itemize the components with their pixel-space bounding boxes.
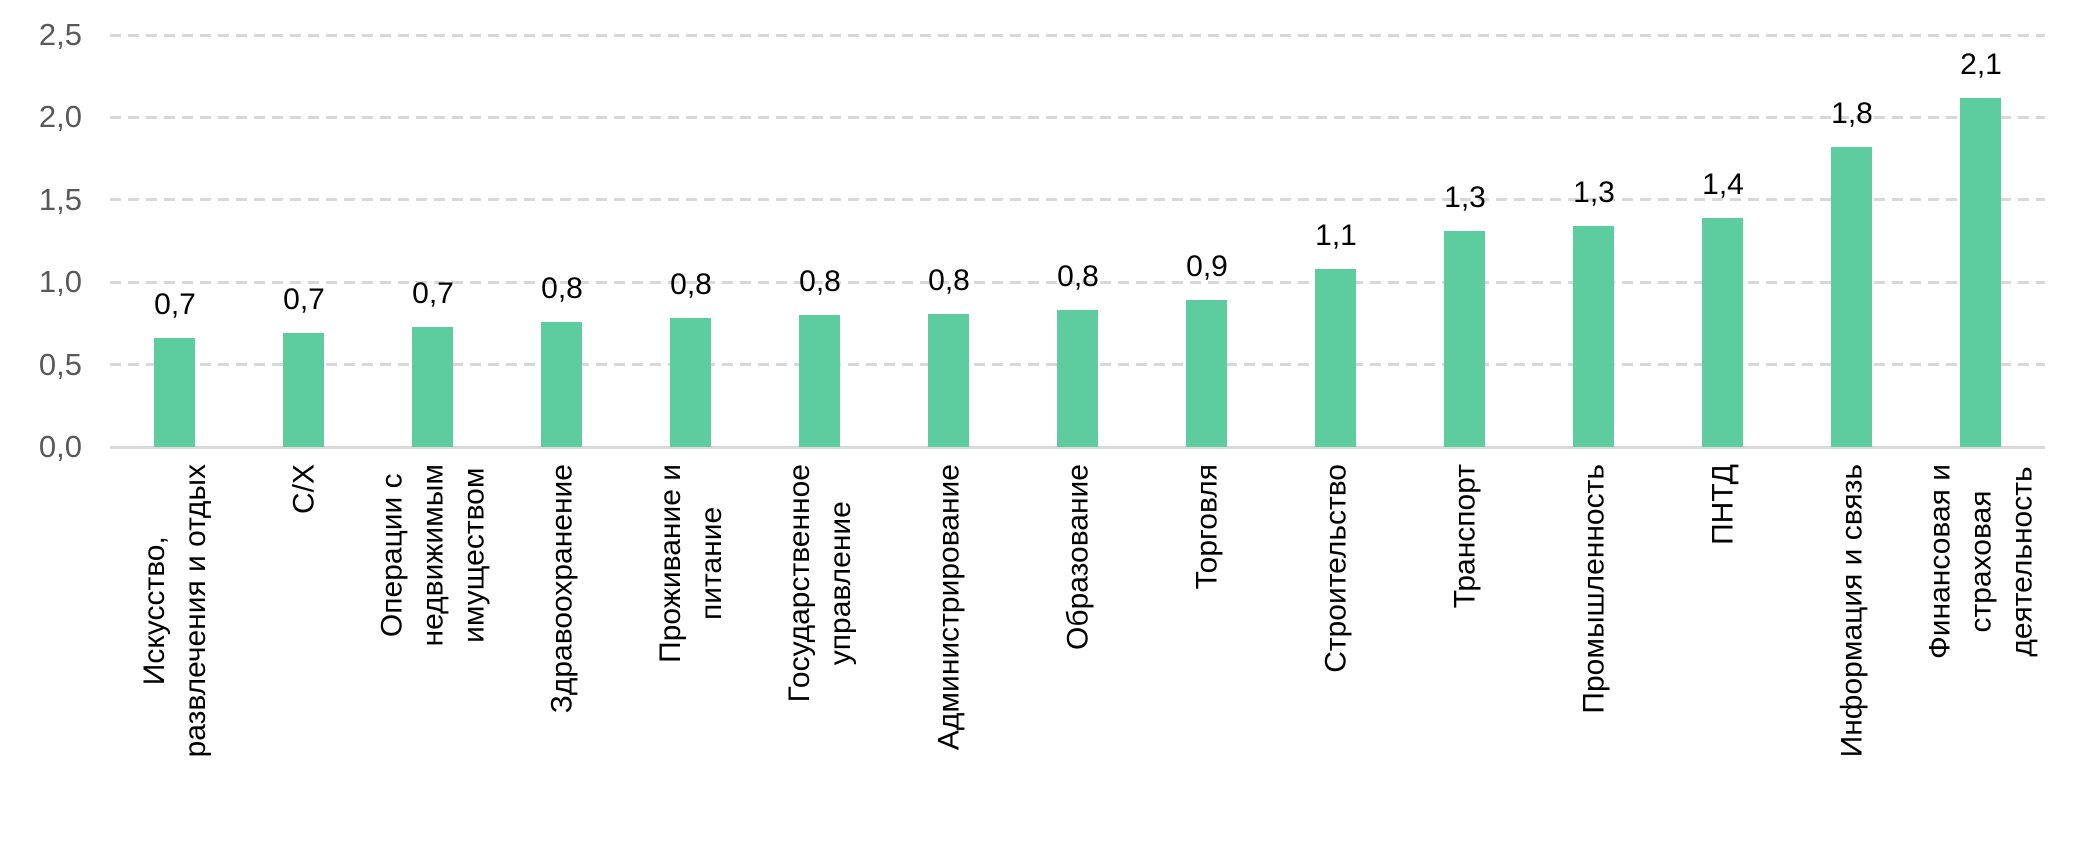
bar-value-label: 0,8 bbox=[928, 264, 970, 297]
x-axis-category-label: ПНТД bbox=[1706, 464, 1740, 545]
x-axis-category-label: Финансовая и страховая деятельность bbox=[1923, 464, 2039, 660]
gridline bbox=[110, 34, 2045, 37]
gridline bbox=[110, 198, 2045, 201]
bar bbox=[412, 327, 453, 447]
bar-value-label: 1,3 bbox=[1444, 181, 1486, 214]
y-axis-tick-label: 1,0 bbox=[38, 264, 82, 299]
bar bbox=[1960, 98, 2001, 447]
bar-value-label: 1,8 bbox=[1831, 97, 1873, 130]
bar bbox=[1444, 231, 1485, 447]
bar-value-label: 1,1 bbox=[1315, 219, 1357, 252]
bar bbox=[1315, 269, 1356, 447]
x-axis-category-label: Информация и связь bbox=[1835, 464, 1869, 758]
bar-value-label: 0,8 bbox=[1057, 260, 1099, 293]
bar bbox=[1702, 218, 1743, 447]
x-axis-category-label: Искусство, развлечения и отдых bbox=[138, 464, 212, 758]
bar-value-label: 0,7 bbox=[412, 277, 454, 310]
y-axis-tick-label: 0,0 bbox=[38, 429, 82, 464]
bar bbox=[799, 315, 840, 447]
x-axis-category-label: С/Х bbox=[287, 464, 321, 515]
bar bbox=[1573, 226, 1614, 447]
bar bbox=[928, 314, 969, 447]
bar-value-label: 2,1 bbox=[1960, 48, 2002, 81]
bar-value-label: 0,8 bbox=[541, 272, 583, 305]
bar-value-label: 1,4 bbox=[1702, 168, 1744, 201]
bar bbox=[283, 333, 324, 447]
x-axis-line bbox=[110, 446, 2045, 449]
gridline bbox=[110, 116, 2045, 119]
bar bbox=[670, 318, 711, 447]
gridline bbox=[110, 281, 2045, 284]
y-axis-tick-label: 1,5 bbox=[38, 182, 82, 217]
x-axis-category-label: Государственное управление bbox=[783, 464, 857, 703]
bar-value-label: 0,9 bbox=[1186, 250, 1228, 283]
bar-value-label: 0,7 bbox=[154, 288, 196, 321]
bar bbox=[1831, 147, 1872, 447]
y-axis-tick-label: 2,0 bbox=[38, 99, 82, 134]
x-axis-category-label: Образование bbox=[1061, 464, 1095, 650]
y-axis-tick-label: 2,5 bbox=[38, 17, 82, 52]
x-axis-category-label: Операции с недвижимым имуществом bbox=[375, 464, 491, 647]
bar-value-label: 0,8 bbox=[799, 265, 841, 298]
bar bbox=[154, 338, 195, 447]
x-axis-category-label: Промышленность bbox=[1577, 464, 1611, 714]
y-axis-tick-label: 0,5 bbox=[38, 347, 82, 382]
bar-value-label: 0,8 bbox=[670, 268, 712, 301]
x-axis-category-label: Торговля bbox=[1190, 464, 1224, 590]
bar-value-label: 0,7 bbox=[283, 283, 325, 316]
bar-value-label: 1,3 bbox=[1573, 176, 1615, 209]
x-axis-category-label: Транспорт bbox=[1448, 464, 1482, 609]
bar bbox=[1186, 300, 1227, 447]
x-axis-category-label: Здравоохранение bbox=[545, 464, 579, 714]
x-axis-category-label: Проживание и питание bbox=[654, 464, 728, 663]
x-axis-category-label: Администрирование bbox=[932, 464, 966, 751]
x-axis-category-label: Строительство bbox=[1319, 464, 1353, 673]
bar bbox=[1057, 310, 1098, 447]
bar bbox=[541, 322, 582, 447]
